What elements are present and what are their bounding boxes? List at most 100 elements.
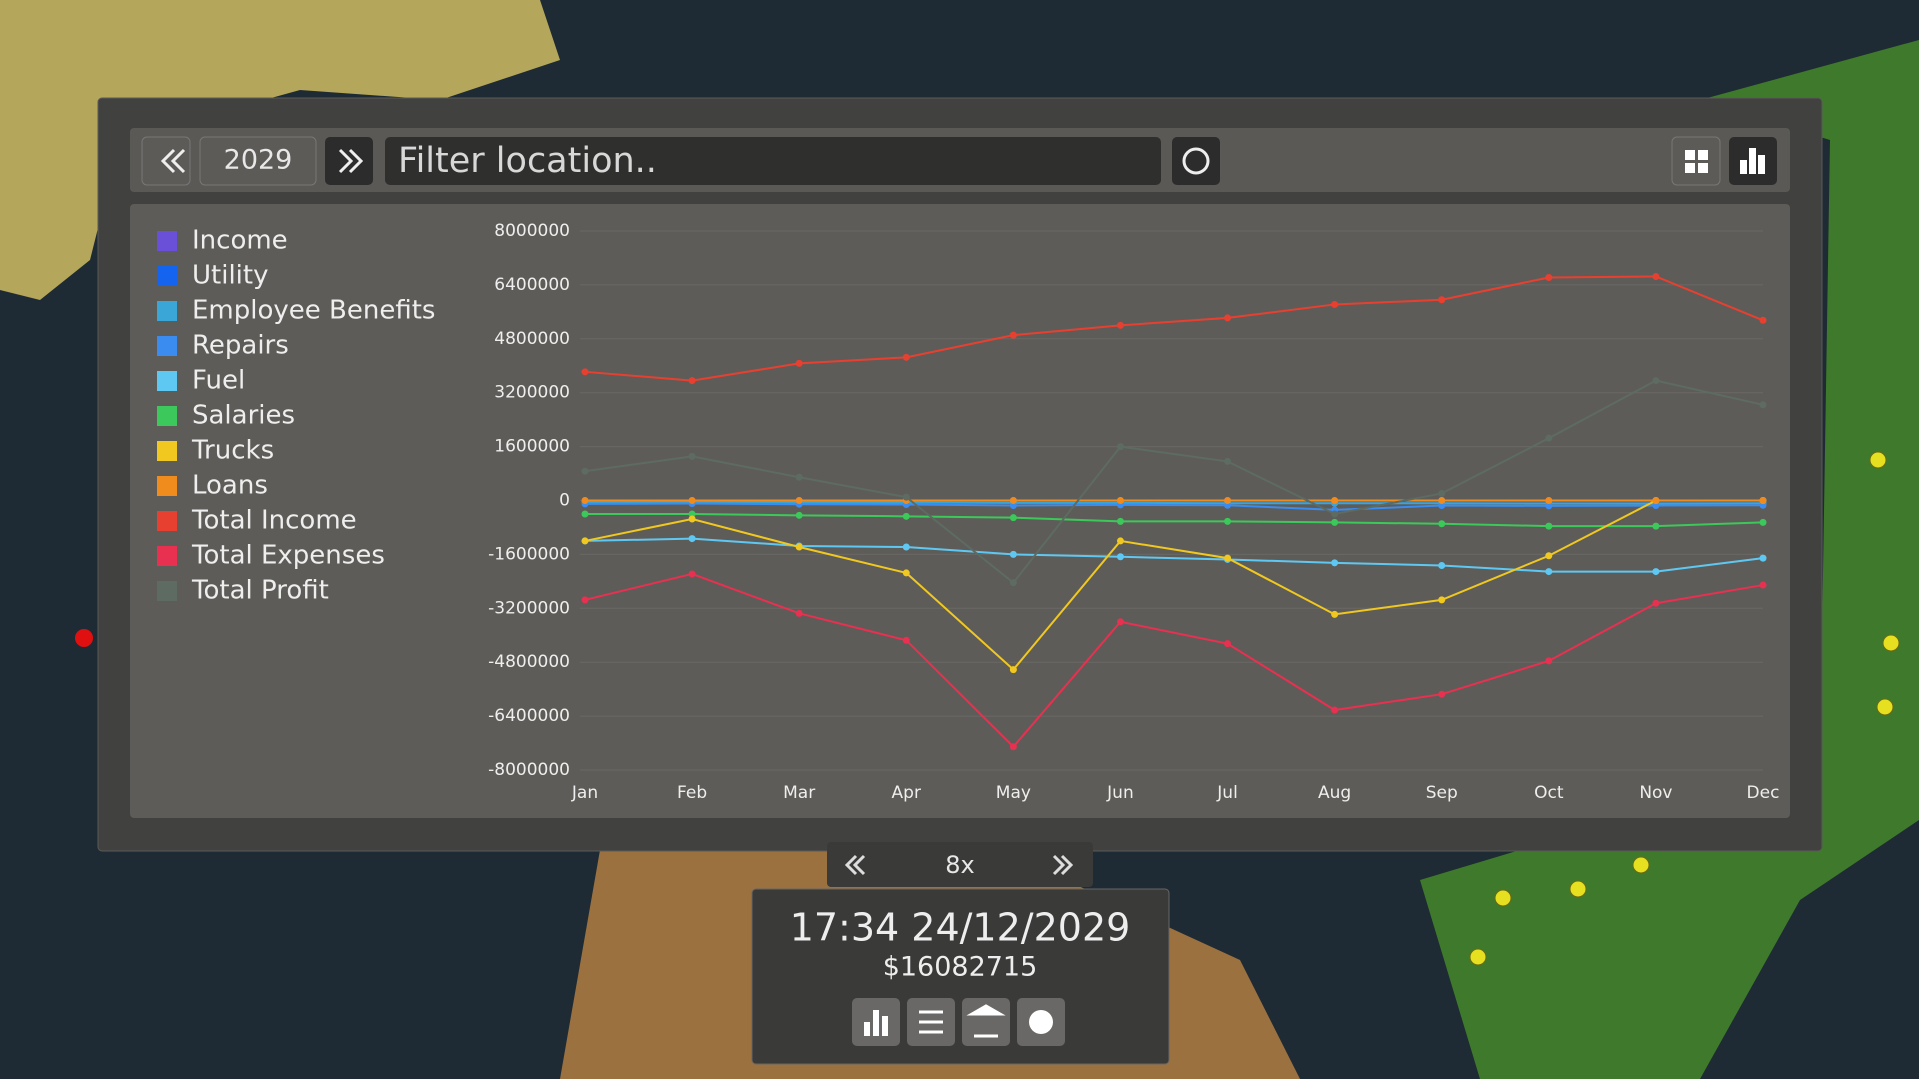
y-tick-label: -6400000 [488,706,570,726]
grid-view-button[interactable] [1671,136,1721,186]
x-tick-label: Dec [1747,783,1780,803]
data-point [1759,581,1767,589]
data-point [902,493,910,501]
data-point [688,452,696,460]
data-point [902,543,910,551]
data-point [1331,510,1339,518]
data-point [1224,497,1232,504]
data-point [688,497,696,504]
y-tick-label: 4800000 [494,329,570,349]
x-tick-label: Aug [1318,783,1351,803]
icon [1182,147,1210,175]
data-point [581,497,589,504]
data-point [1438,562,1446,570]
legend-swatch [157,266,177,286]
legend-swatch [157,406,177,426]
data-point [1331,497,1339,504]
data-point [688,377,696,385]
legend-swatch [157,371,177,391]
data-point [1759,554,1767,562]
speed: 8x [945,851,974,879]
y-tick-label: -1600000 [488,544,570,564]
speed-box [827,842,1093,887]
series-line [584,499,1763,672]
data-point [1545,522,1553,530]
legend-swatch [157,546,177,566]
data-point [1116,443,1124,451]
data-point [1438,596,1446,604]
data-point [1224,554,1232,562]
data-point [688,515,696,523]
data-point [1652,522,1660,530]
legend-swatch [157,476,177,496]
data-point [688,510,696,518]
series-line [584,537,1764,573]
legend-label: Total Expenses [191,541,385,571]
x-tick-label: May [996,783,1031,803]
menu-buttons [852,998,1065,1046]
year-box [199,136,317,186]
icon [160,148,186,174]
legend-label: Income [192,226,288,256]
data-point [1545,502,1553,510]
data-point [1545,497,1553,504]
data-point [1009,514,1017,522]
data-point [1116,497,1124,504]
prev-year-button[interactable] [141,136,191,186]
data-point [1224,314,1232,322]
data-point [795,511,803,519]
data-point [1652,272,1660,280]
x-tick-label: Mar [783,783,815,803]
data-point [1331,300,1339,308]
icon [1740,148,1765,174]
legend-label: Total Income [191,506,357,536]
y-tick-label: 8000000 [494,221,570,241]
faster-button[interactable] [1052,854,1074,876]
data-point [902,636,910,644]
data-point [1438,497,1446,504]
year: 2029 [224,145,293,176]
data-point [1438,690,1446,698]
globe-button[interactable] [1172,137,1220,185]
legend-swatch [157,581,177,601]
data-point [1224,457,1232,465]
data-point [1652,599,1660,607]
map-marker[interactable] [75,629,93,647]
legend-label: Employee Benefits [192,296,435,326]
data-point [1116,321,1124,329]
data-point [1438,520,1446,528]
filter-input[interactable] [385,137,1161,185]
x-tick-label: Sep [1426,783,1458,803]
data-point [1545,657,1553,665]
series-line [584,379,1764,585]
legend-label: Loans [192,471,268,501]
y-tick-label: -4800000 [488,652,570,672]
y-tick-label: -3200000 [488,598,570,618]
data-point [1116,618,1124,626]
data-point [688,535,696,543]
data-point [1545,273,1553,281]
series-line [584,572,1764,749]
data-point [1759,518,1767,526]
data-point [1009,666,1017,674]
legend-label: Fuel [192,366,245,396]
bank-button[interactable] [962,998,1010,1046]
data-point [1545,552,1553,560]
x-tick-label: Jul [1216,783,1238,803]
data-point [581,596,589,604]
data-point [1009,550,1017,558]
data-point [795,497,803,504]
data-point [1438,502,1446,510]
data-point [1438,296,1446,304]
x-tick-label: Jan [571,783,598,803]
data-point [1009,331,1017,339]
data-point [1331,518,1339,526]
legend-swatch [157,511,177,531]
data-point [581,368,589,376]
icon [338,148,364,174]
data-point [1331,610,1339,618]
data-point [902,569,910,577]
legend-swatch [157,336,177,356]
slower-button[interactable] [844,854,866,876]
